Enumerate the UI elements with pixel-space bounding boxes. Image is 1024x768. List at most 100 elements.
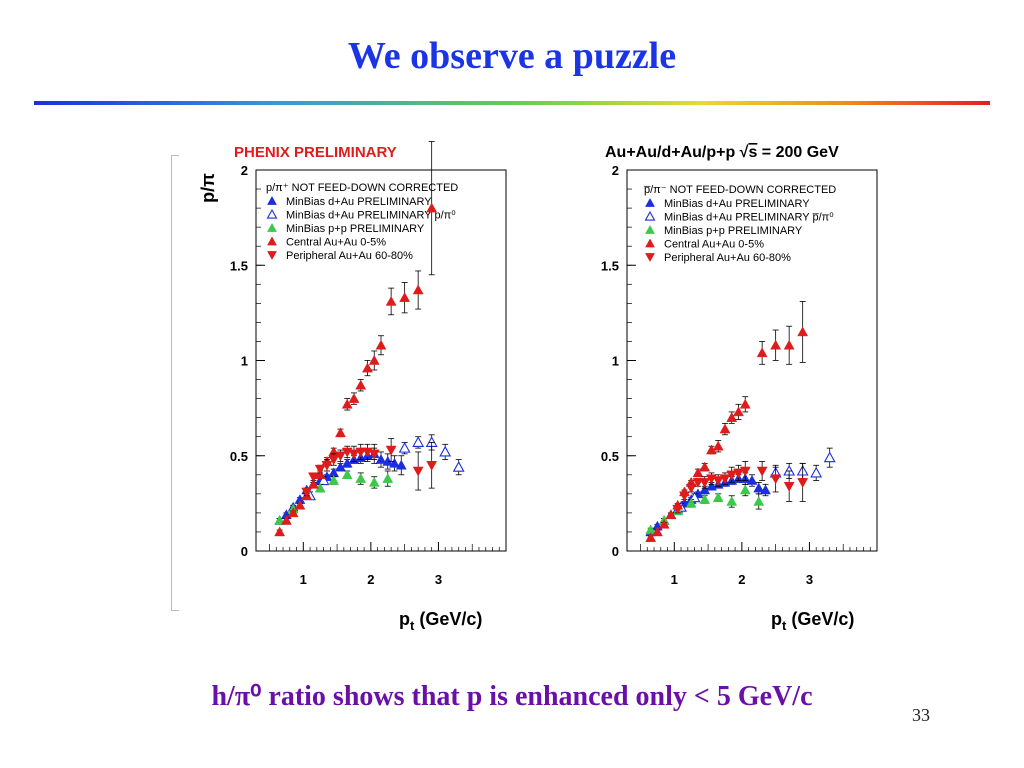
- data-point: [395, 459, 407, 470]
- data-point: [375, 339, 387, 350]
- data-point: [294, 499, 306, 510]
- data-point: [280, 515, 292, 525]
- legend-marker: [645, 238, 655, 248]
- data-point: [389, 457, 400, 468]
- data-point: [375, 454, 387, 464]
- data-point: [385, 445, 397, 456]
- data-point: [739, 466, 751, 477]
- x-axis-label-sub: t: [782, 618, 787, 633]
- data-point: [797, 326, 809, 337]
- x-tick-label: 3: [435, 572, 442, 587]
- data-point: [699, 478, 711, 488]
- data-point: [398, 441, 411, 453]
- legend-label: MinBias p+p PRELIMINARY: [664, 225, 803, 237]
- data-point: [733, 468, 744, 479]
- legend-marker: [267, 236, 277, 246]
- y-tick-label: 0.5: [230, 449, 248, 464]
- y-tick-label: 1: [241, 354, 248, 369]
- data-point: [692, 478, 704, 488]
- data-point: [699, 461, 711, 472]
- figure-frame-top-tick: [171, 155, 179, 156]
- data-point: [712, 476, 724, 487]
- data-point: [287, 507, 299, 518]
- data-point: [733, 406, 744, 417]
- y-tick-label: 2: [241, 163, 248, 178]
- chart-right: 0 0.5 1 1.5 2 1 2 3 Au+Au/d+Au/p+p √s = 200 GeV p…: [601, 144, 878, 633]
- data-point: [783, 481, 795, 492]
- data-point: [355, 473, 367, 483]
- data-point: [308, 478, 319, 489]
- data-point: [685, 497, 697, 508]
- data-point: [368, 476, 380, 487]
- x-tick-label: 1: [671, 572, 678, 587]
- data-point: [753, 482, 765, 493]
- slide-caption: h/π⁰ ratio shows that p is enhanced only…: [211, 681, 813, 712]
- chart-header-energy: = 200 GeV: [757, 144, 839, 161]
- data-point: [685, 483, 697, 494]
- chart-left: 0 0.5 1 1.5 2 1 2 3 PHENIX PRELIMINARY p/π pt (GeV…: [198, 141, 507, 633]
- x-axis-label-unit: (GeV/c): [786, 609, 854, 629]
- data-point: [651, 526, 663, 537]
- legend-label: MinBias p+p PRELIMINARY: [286, 223, 425, 235]
- data-point: [719, 474, 731, 485]
- data-point: [726, 495, 738, 506]
- data-point: [308, 472, 319, 483]
- data-point: [746, 475, 758, 485]
- data-point: [426, 202, 438, 213]
- data-point: [385, 295, 397, 306]
- data-point: [412, 466, 424, 477]
- data-point: [426, 461, 438, 471]
- data-point: [658, 518, 670, 529]
- y-tick-label: 0: [241, 544, 248, 559]
- chart-header-text: Au+Au/d+Au/p+p: [605, 144, 740, 161]
- data-point: [452, 461, 465, 472]
- data-point: [753, 495, 765, 506]
- data-point: [412, 284, 424, 295]
- data-point: [692, 467, 704, 478]
- legend-marker: [267, 222, 277, 232]
- title-divider: [34, 101, 990, 105]
- data-point: [756, 466, 768, 477]
- chart-header-sqrt-arg: s: [748, 144, 757, 161]
- data-point: [368, 449, 380, 460]
- data-point: [341, 469, 353, 480]
- data-point: [348, 449, 360, 460]
- legend-label: MinBias d+Au PRELIMINARY p̅/π⁰: [664, 212, 834, 224]
- x-axis-label-main: p: [399, 609, 410, 629]
- legend-label: MinBias d+Au PRELIMINARY: [286, 196, 432, 208]
- x-axis-label: pt (GeV/c): [399, 609, 482, 633]
- sqrt-symbol: √: [740, 144, 749, 161]
- x-tick-label: 1: [300, 572, 307, 587]
- data-point: [797, 478, 809, 488]
- data-point: [382, 473, 394, 483]
- data-point: [439, 445, 452, 457]
- y-tick-label: 1: [612, 354, 619, 369]
- chart-header: Au+Au/d+Au/p+p √s = 200 GeV: [605, 144, 839, 161]
- data-point: [783, 339, 795, 350]
- x-tick-label: 2: [738, 572, 745, 587]
- data-point: [399, 292, 411, 302]
- data-point: [355, 379, 367, 390]
- legend-marker: [645, 253, 655, 263]
- page-number: 33: [912, 705, 930, 725]
- data-point: [341, 398, 353, 409]
- y-tick-label: 1.5: [601, 258, 619, 273]
- data-point: [770, 474, 782, 485]
- data-point: [382, 455, 394, 466]
- data-point: [368, 354, 380, 365]
- data-point: [672, 504, 684, 515]
- data-point: [770, 339, 782, 350]
- data-point: [712, 440, 724, 451]
- figure-frame-bottom-tick: [171, 610, 179, 611]
- data-point: [726, 470, 738, 481]
- data-point: [274, 515, 286, 525]
- x-tick-label: 3: [806, 572, 813, 587]
- data-point: [739, 484, 751, 495]
- y-tick-label: 0: [612, 544, 619, 559]
- legend-marker: [644, 210, 656, 221]
- y-tick-label: 0.5: [601, 449, 619, 464]
- data-point: [335, 427, 346, 438]
- data-point: [756, 347, 768, 358]
- data-point: [348, 393, 360, 403]
- legend-marker: [267, 251, 277, 261]
